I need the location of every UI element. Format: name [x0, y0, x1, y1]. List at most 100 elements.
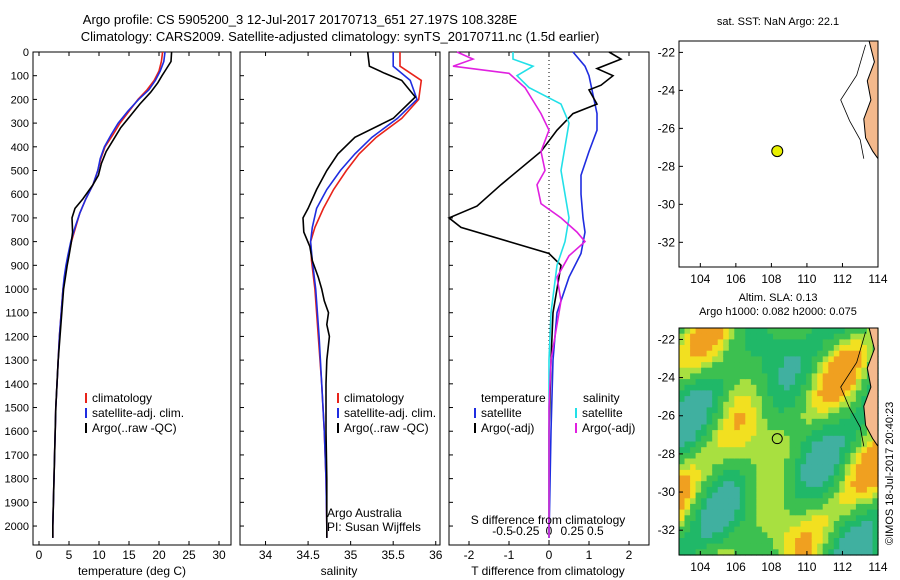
heatmap-cell — [734, 413, 741, 420]
series-line-satellite-adj-clim- — [309, 52, 418, 538]
heatmap-cell — [745, 498, 752, 505]
heatmap-cell — [806, 379, 813, 386]
heatmap-cell — [750, 549, 757, 556]
legend-label: Argo(-adj) — [481, 421, 534, 435]
heatmap-cell — [690, 538, 697, 545]
heatmap-cell — [866, 498, 873, 505]
y-tick-label: -24 — [658, 371, 676, 385]
y-tick-label: 1400 — [5, 379, 29, 391]
x-tick-label: 114 — [868, 272, 887, 286]
heatmap-cell — [833, 549, 840, 556]
heatmap-cell — [778, 452, 785, 460]
heatmap-cell — [806, 396, 813, 403]
heatmap-cell — [767, 486, 774, 494]
heatmap-cell — [690, 498, 697, 505]
heatmap-cell — [745, 396, 752, 403]
heatmap-cell — [723, 418, 730, 426]
heatmap-cell — [723, 452, 730, 460]
heatmap-cell — [728, 543, 735, 550]
heatmap-cell — [850, 418, 857, 426]
heatmap-cell — [761, 435, 768, 443]
heatmap-cell — [706, 418, 713, 426]
heatmap-cell — [750, 401, 757, 409]
y-tick-label: 400 — [11, 142, 29, 154]
y-tick-label: 300 — [11, 118, 29, 130]
heatmap-cell — [734, 441, 741, 448]
heatmap-cell — [767, 396, 774, 403]
heatmap-cell — [701, 464, 708, 471]
heatmap-cell — [773, 543, 780, 550]
heatmap-cell — [828, 492, 835, 499]
heatmap-cell — [706, 435, 713, 443]
heatmap-cell — [839, 521, 846, 528]
heatmap-cell — [866, 435, 873, 443]
heatmap-cell — [811, 350, 818, 357]
heatmap-cell — [828, 549, 835, 556]
heatmap-cell — [778, 350, 785, 357]
heatmap-cell — [695, 441, 702, 448]
heatmap-cell — [750, 328, 757, 335]
heatmap-cell — [739, 447, 746, 454]
heatmap-cell — [784, 458, 791, 465]
heatmap-cell — [712, 430, 719, 437]
sst-map-panel: 104 106 108 110 112 114-22-24-26-28-30-32 — [658, 40, 888, 286]
heatmap-cell — [833, 345, 840, 352]
heatmap-cell — [789, 521, 796, 528]
heatmap-cell — [773, 333, 780, 340]
heatmap-cell — [761, 492, 768, 499]
heatmap-cell — [811, 526, 818, 533]
heatmap-cell — [690, 373, 697, 380]
heatmap-cell — [800, 515, 807, 522]
heatmap-cell — [850, 447, 857, 454]
heatmap-cell — [778, 396, 785, 403]
heatmap-cell — [695, 328, 702, 335]
heatmap-cell — [811, 401, 818, 409]
heatmap-cell — [679, 367, 686, 374]
heatmap-cell — [679, 521, 686, 528]
heatmap-cell — [861, 452, 868, 460]
heatmap-cell — [712, 447, 719, 454]
heatmap-cell — [778, 469, 785, 477]
heatmap-cell — [822, 367, 829, 374]
heatmap-cell — [723, 435, 730, 443]
heatmap-cell — [784, 333, 791, 340]
heatmap-cell — [684, 549, 691, 556]
heatmap-cell — [723, 384, 730, 392]
heatmap-cell — [761, 532, 768, 539]
heatmap-cell — [811, 441, 818, 448]
heatmap-cell — [695, 521, 702, 528]
heatmap-cell — [767, 356, 774, 363]
heatmap-cell — [767, 464, 774, 471]
heatmap-cell — [817, 435, 824, 443]
heatmap-cell — [850, 373, 857, 380]
heatmap-cell — [767, 328, 774, 335]
heatmap-cell — [806, 367, 813, 374]
heatmap-cell — [684, 469, 691, 477]
heatmap-cell — [833, 503, 840, 511]
heatmap-cell — [828, 418, 835, 426]
series-line-satellite-adj-clim- — [51, 51, 166, 538]
heatmap-cell — [706, 356, 713, 363]
top-tick-label: 0.25 — [561, 524, 585, 538]
heatmap-cell — [822, 498, 829, 505]
heatmap-cell — [872, 452, 879, 460]
heatmap-cell — [817, 447, 824, 454]
heatmap-cell — [695, 469, 702, 477]
heatmap-cell — [756, 379, 763, 386]
heatmap-cell — [701, 339, 708, 346]
heatmap-cell — [695, 396, 702, 403]
heatmap-cell — [695, 418, 702, 426]
heatmap-cell — [850, 356, 857, 363]
heatmap-cell — [728, 396, 735, 403]
heatmap-cell — [800, 532, 807, 539]
heatmap-cell — [767, 350, 774, 357]
heatmap-cell — [833, 407, 840, 414]
heatmap-cell — [684, 345, 691, 352]
x-tick-label: 106 — [726, 560, 746, 574]
heatmap-cell — [712, 396, 719, 403]
heatmap-cell — [717, 538, 724, 545]
x-tick-label: 108 — [761, 272, 781, 286]
legend-label: satellite — [582, 406, 623, 420]
heatmap-cell — [828, 333, 835, 340]
heatmap-cell — [778, 401, 785, 409]
